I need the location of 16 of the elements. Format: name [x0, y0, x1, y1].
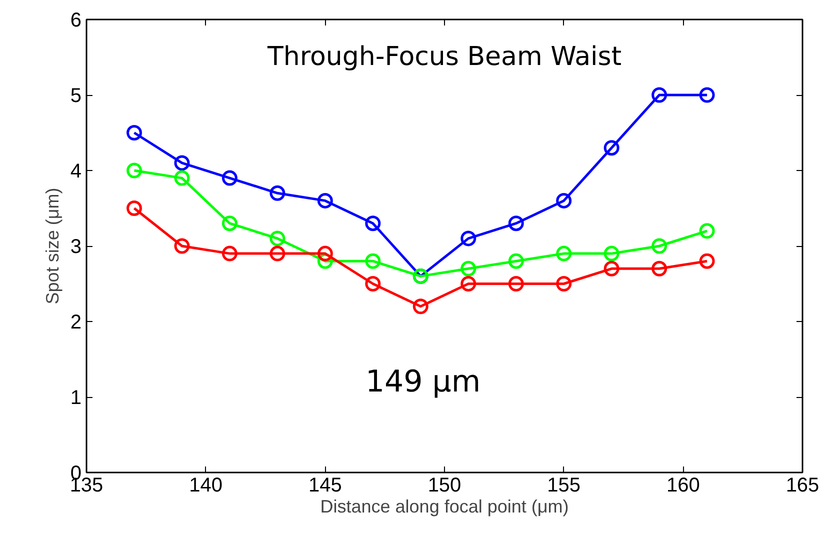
text: Through-Focus Beam Waist — [266, 42, 622, 72]
y-tick-label: 2 — [70, 312, 82, 334]
x-tick-label: 160 — [666, 474, 700, 496]
x-tick-label: 155 — [547, 474, 581, 496]
y-axis-title: Spot size (μm) — [42, 188, 62, 304]
x-tick-label: 165 — [786, 474, 820, 496]
y-tick-label: 5 — [70, 85, 82, 107]
y-tick-label: 6 — [70, 10, 82, 32]
annotation: 149 μm — [365, 364, 481, 400]
y-tick-label: 3 — [70, 236, 82, 258]
y-tick-label: 1 — [70, 387, 82, 409]
x-axis-title: Distance along focal point (μm) — [320, 496, 569, 516]
y-tick-label: 4 — [70, 160, 82, 182]
x-tick-label: 145 — [308, 474, 342, 496]
x-tick-label: 150 — [428, 474, 462, 496]
x-tick-label: 140 — [189, 474, 223, 496]
